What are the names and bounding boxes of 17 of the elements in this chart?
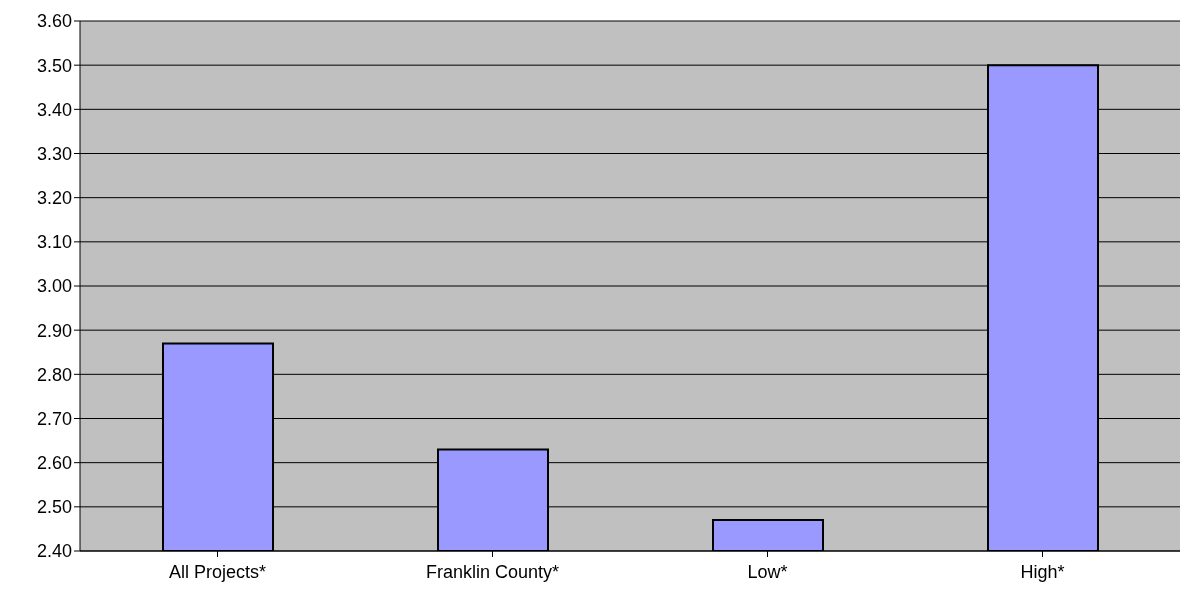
y-tick-label: 2.60: [36, 453, 72, 474]
x-tick-label: All Projects*: [168, 561, 267, 582]
y-tick-label: 2.50: [36, 497, 72, 518]
y-tick-label: 2.70: [36, 408, 72, 429]
y-tick-label: 3.30: [36, 143, 72, 164]
x-tick-label: Franklin County*: [425, 561, 560, 582]
y-tick-label: 2.90: [36, 320, 72, 341]
x-tick-label: Low*: [747, 561, 788, 582]
y-tick-label: 2.80: [36, 364, 72, 385]
y-tick-label: 3.60: [36, 11, 72, 32]
y-tick-label: 3.50: [36, 55, 72, 76]
y-tick-label: 3.00: [36, 276, 72, 297]
y-tick-label: 3.10: [36, 232, 72, 253]
x-tick-label: High*: [1020, 561, 1065, 582]
y-tick-label: 3.20: [36, 188, 72, 209]
y-tick-label: 2.40: [36, 541, 72, 562]
y-tick-label: 3.40: [36, 99, 72, 120]
